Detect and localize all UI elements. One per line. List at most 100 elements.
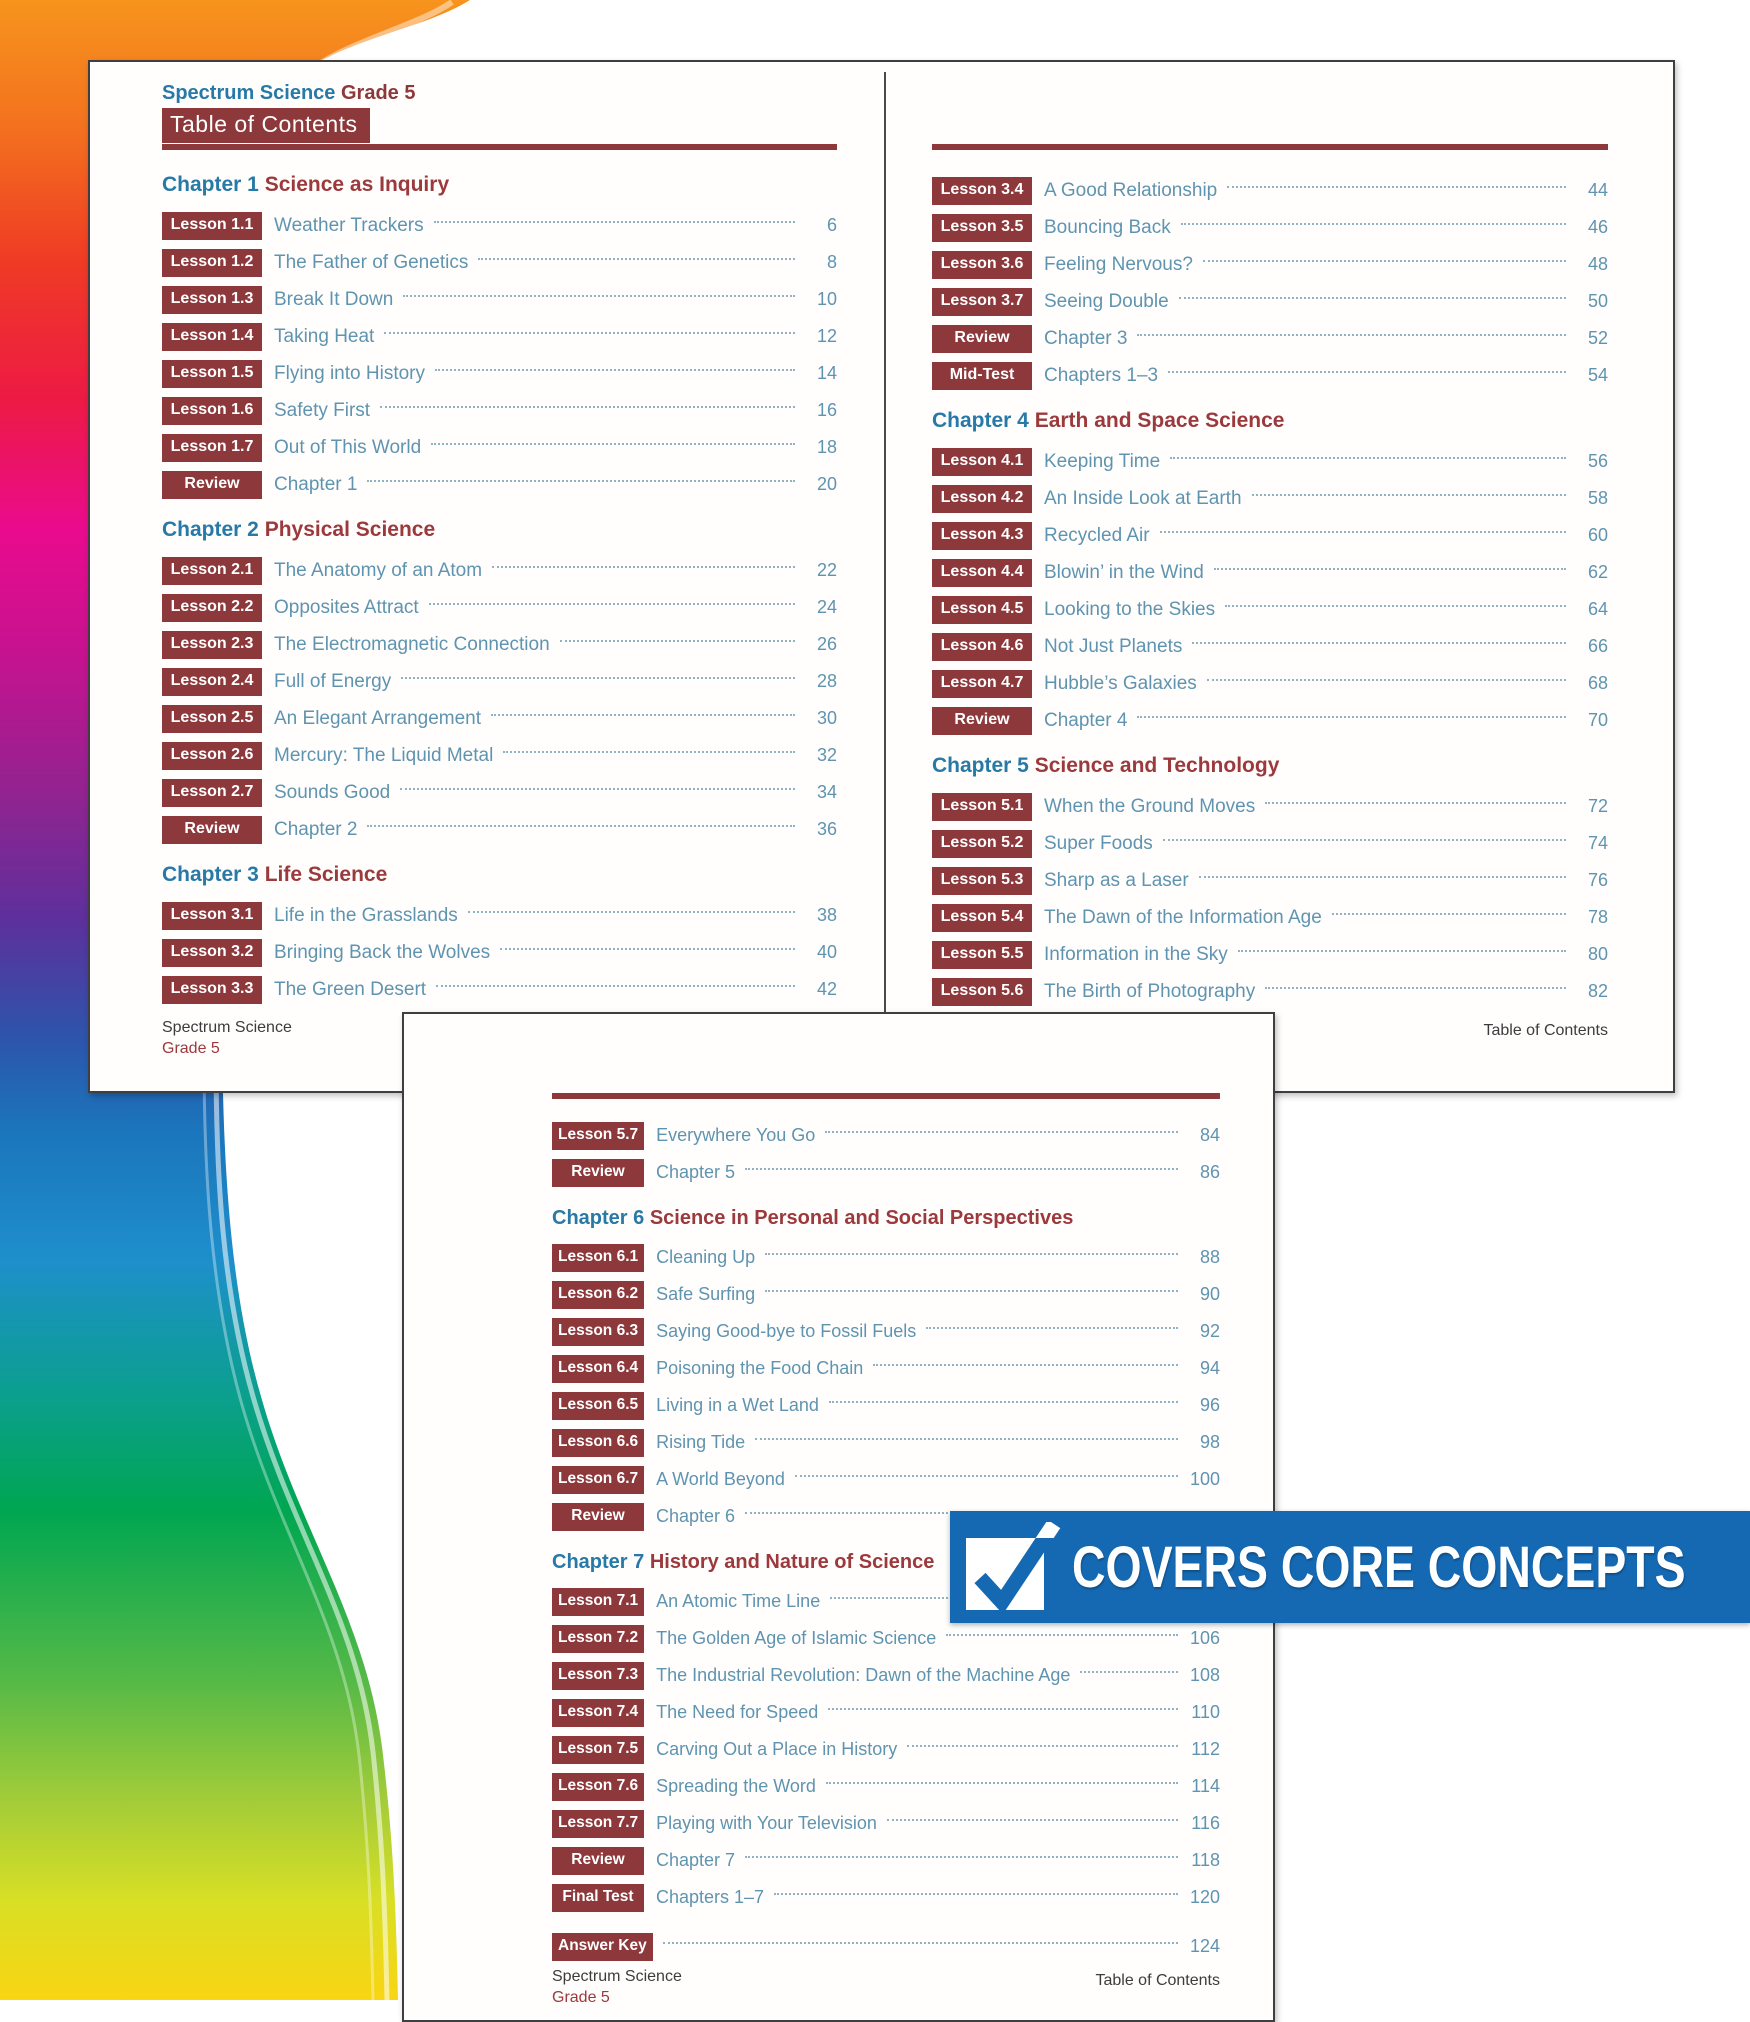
lesson-badge: Lesson 6.4 (552, 1354, 645, 1383)
lesson-badge: Lesson 2.5 (162, 704, 262, 733)
lesson-title: Taking Heat (274, 325, 375, 347)
lesson-title: Break It Down (274, 288, 394, 310)
lesson-title: Chapters 1–3 (1044, 364, 1159, 386)
page-number: 124 (1189, 1936, 1220, 1956)
lesson-badge: Lesson 6.2 (552, 1280, 645, 1309)
dot-leader (745, 1856, 1178, 1858)
lesson-badge: Lesson 1.6 (162, 396, 262, 425)
lesson-badge: Lesson 3.3 (162, 975, 262, 1004)
chapter-title: Science as Inquiry (264, 173, 450, 196)
lesson-badge: Lesson 2.2 (162, 593, 262, 622)
toc-row: Lesson 2.2 Opposites Attract 24 (162, 589, 837, 626)
dot-leader (1137, 334, 1566, 336)
page-number: 106 (1189, 1628, 1220, 1648)
dot-leader (1180, 223, 1566, 225)
page-number: 74 (1587, 833, 1608, 853)
dot-leader (1202, 260, 1566, 262)
dot-leader (1080, 1671, 1178, 1673)
dot-leader (380, 406, 795, 408)
lesson-title: Everywhere You Go (656, 1125, 816, 1145)
toc-row: Lesson 2.7 Sounds Good 34 (162, 774, 837, 811)
lesson-badge: Lesson 1.2 (162, 248, 262, 277)
toc-row: Lesson 4.2 An Inside Look at Earth 58 (932, 480, 1608, 517)
toc-row: Lesson 3.7 Seeing Double 50 (932, 283, 1608, 320)
dot-leader (774, 1893, 1178, 1895)
page-number: 68 (1587, 673, 1608, 693)
book-header: Spectrum Science Grade 5 (162, 82, 415, 105)
page-number: 114 (1191, 1776, 1220, 1796)
lesson-badge: Lesson 6.5 (552, 1391, 645, 1420)
chapter-number: Chapter 6 (552, 1207, 650, 1229)
lesson-badge: Lesson 5.3 (932, 866, 1032, 895)
chapter-title: Earth and Space Science (1034, 409, 1285, 432)
page-number: 78 (1587, 907, 1608, 927)
toc-row: Lesson 5.4 The Dawn of the Information Ag… (932, 899, 1608, 936)
lesson-title: The Dawn of the Information Age (1044, 906, 1322, 928)
toc-row: Lesson 2.4 Full of Energy 28 (162, 663, 837, 700)
dot-leader (873, 1364, 1178, 1366)
lesson-badge: Lesson 4.1 (932, 447, 1032, 476)
chapter-number: Chapter 7 (552, 1551, 650, 1573)
dot-leader (433, 221, 795, 223)
lesson-badge: Answer Key (552, 1932, 653, 1961)
lesson-title: Safe Surfing (656, 1284, 756, 1304)
lesson-title: Chapter 2 (274, 818, 358, 840)
lesson-title: Spreading the Word (656, 1776, 816, 1796)
lesson-badge: Final Test (552, 1883, 644, 1912)
column-divider (884, 72, 886, 1044)
dot-leader (794, 1475, 1178, 1477)
lesson-badge: Lesson 3.4 (932, 176, 1032, 205)
dot-leader (1178, 297, 1566, 299)
lesson-title: Full of Energy (274, 670, 392, 692)
dot-leader (1137, 716, 1566, 718)
lesson-title: Chapter 1 (274, 473, 358, 495)
lesson-badge: Lesson 2.4 (162, 667, 262, 696)
lesson-title: Living in a Wet Land (656, 1395, 819, 1415)
toc-row: Review Chapter 5 86 (552, 1154, 1220, 1191)
page-number: 98 (1199, 1432, 1220, 1452)
lesson-title: Weather Trackers (274, 214, 424, 236)
toc-row: Lesson 1.2 The Father of Genetics 8 (162, 244, 837, 281)
page-number: 66 (1587, 636, 1608, 656)
dot-leader (1168, 371, 1566, 373)
dot-leader (367, 825, 795, 827)
toc-row: Lesson 7.5 Carving Out a Place in History… (552, 1731, 1220, 1768)
lesson-title: Bouncing Back (1044, 216, 1171, 238)
toc-row: Lesson 5.7 Everywhere You Go 84 (552, 1117, 1220, 1154)
chapter-heading: Chapter 5 Science and Technology (932, 753, 1608, 779)
footer-grade: Grade 5 (552, 1989, 610, 2006)
swoosh-highlight (213, 1054, 390, 2000)
lesson-badge: Lesson 7.3 (552, 1661, 645, 1690)
toc-row: Lesson 3.6 Feeling Nervous? 48 (932, 246, 1608, 283)
lesson-title: Bringing Back the Wolves (274, 941, 491, 963)
lesson-title: When the Ground Moves (1044, 795, 1256, 817)
toc-row: Lesson 7.7 Playing with Your Television 11… (552, 1805, 1220, 1842)
chapter-heading: Chapter 6 Science in Personal and Social… (552, 1205, 1220, 1231)
dot-leader (431, 443, 795, 445)
chapter-title: Science in Personal and Social Perspecti… (649, 1207, 1074, 1229)
dot-leader (1159, 531, 1566, 533)
page-footer-right: Table of Contents (1483, 1022, 1608, 1039)
dot-leader (428, 603, 795, 605)
toc-row: Lesson 4.6 Not Just Planets 66 (932, 628, 1608, 665)
book-grade: Grade 5 (340, 82, 416, 104)
dot-leader (1237, 950, 1566, 952)
dot-leader (907, 1745, 1178, 1747)
dot-leader (1265, 802, 1566, 804)
lesson-badge: Lesson 6.1 (552, 1243, 645, 1272)
dot-leader (1206, 679, 1566, 681)
toc-row: Lesson 2.5 An Elegant Arrangement 30 (162, 700, 837, 737)
page-number: 72 (1587, 796, 1608, 816)
lesson-title: Out of This World (274, 436, 422, 458)
chapter-heading: Chapter 7 History and Nature of Science (552, 1549, 1220, 1575)
lesson-badge: Lesson 3.6 (932, 250, 1032, 279)
page-number: 52 (1587, 328, 1608, 348)
toc-row: Lesson 3.5 Bouncing Back 46 (932, 209, 1608, 246)
chapter-title: Life Science (264, 863, 388, 886)
lesson-title: An Atomic Time Line (656, 1591, 821, 1611)
lesson-badge: Review (162, 815, 262, 844)
chapter-heading: Chapter 2 Physical Science (162, 517, 837, 543)
lesson-title: Chapters 1–7 (656, 1887, 765, 1907)
chapter-heading: Chapter 3 Life Science (162, 862, 837, 888)
toc-column-1: Chapter 1 Science as Inquiry Lesson 1.1 We… (162, 158, 837, 1008)
